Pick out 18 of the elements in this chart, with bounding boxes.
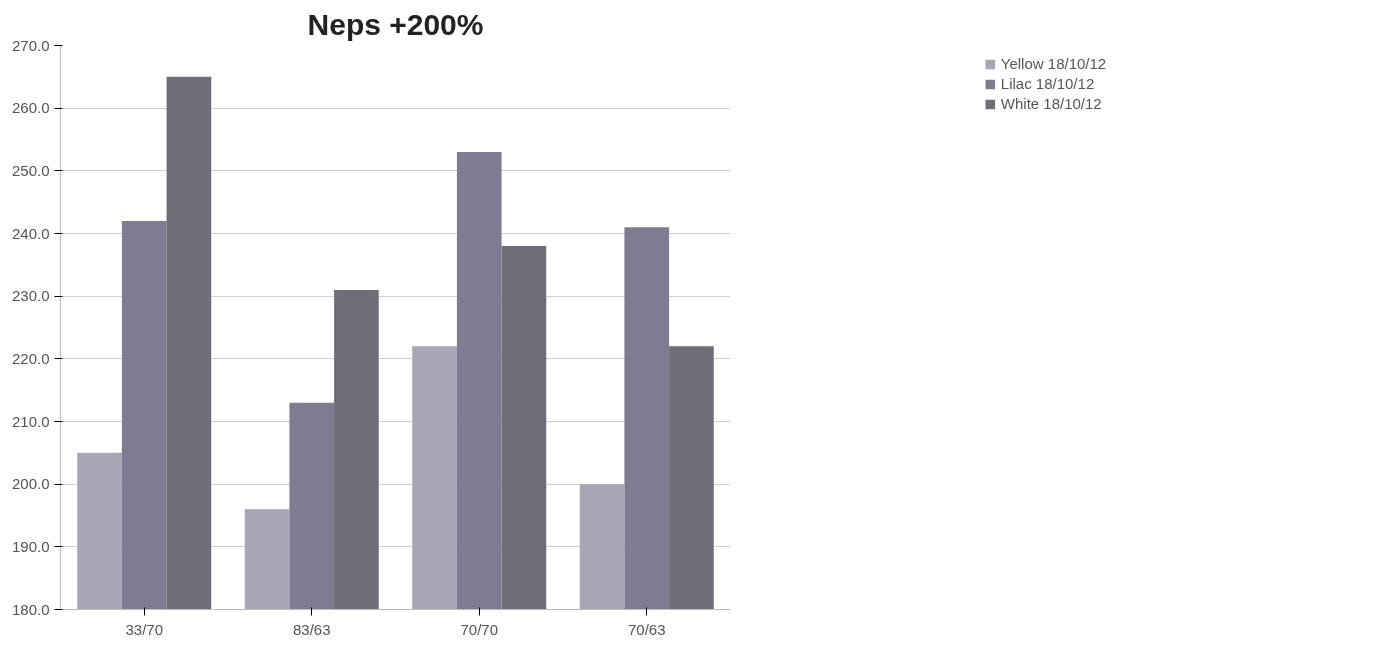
x-tick-label: 33/70 <box>125 620 164 638</box>
y-tick-label: 180.0 <box>11 600 50 618</box>
legend-label: White 18/10/12 <box>1000 95 1102 112</box>
y-tick-label: 230.0 <box>11 287 50 305</box>
x-tick-label: 70/70 <box>460 620 499 638</box>
legend-label: Lilac 18/10/12 <box>1000 75 1095 92</box>
y-tick-label: 270.0 <box>11 36 50 54</box>
x-tick-label: 70/63 <box>627 620 666 638</box>
chart-title: Neps +200% <box>307 7 484 41</box>
y-tick-label: 200.0 <box>11 475 50 493</box>
legend-label: Yellow 18/10/12 <box>1000 55 1107 72</box>
y-tick-label: 210.0 <box>11 412 50 430</box>
y-tick-label: 190.0 <box>11 537 50 555</box>
y-tick-label: 250.0 <box>11 161 50 179</box>
y-tick-label: 220.0 <box>11 349 50 367</box>
y-tick-label: 240.0 <box>11 224 50 242</box>
x-tick-label: 83/63 <box>292 620 331 638</box>
y-tick-label: 260.0 <box>11 99 50 117</box>
